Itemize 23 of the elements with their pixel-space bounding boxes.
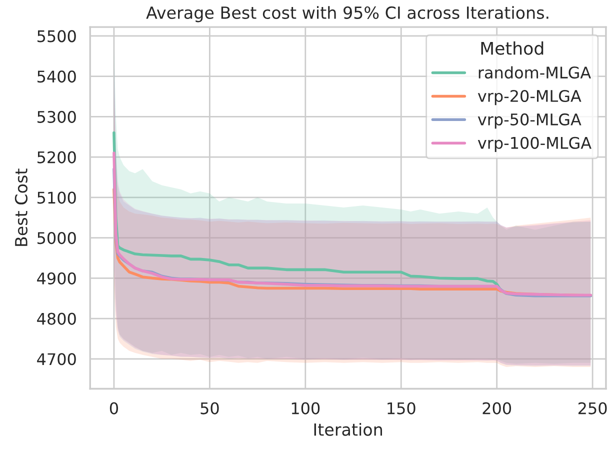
legend-title: Method	[481, 41, 544, 55]
x-tick-label: 50	[200, 402, 219, 414]
y-tick-label: 5000	[38, 232, 76, 244]
y-tick-label: 5400	[38, 70, 76, 83]
x-tick-label: 150	[388, 402, 416, 414]
y-axis-title: Best Cost	[14, 168, 28, 246]
y-tick-label: 5300	[38, 110, 76, 123]
y-tick-label: 4900	[37, 272, 76, 284]
x-tick-label: 100	[292, 402, 320, 414]
legend-label: vrp-20-MLGA	[478, 90, 582, 106]
y-tick-label: 4800	[37, 312, 76, 325]
legend-label: vrp-50-MLGA	[478, 113, 582, 129]
y-tick-label: 5200	[38, 151, 76, 164]
x-axis-title: Iteration	[314, 422, 382, 436]
legend-label: random-MLGA	[478, 66, 591, 79]
legend-label: vrp-100-MLGA	[478, 136, 592, 152]
y-tick-label: 5100	[38, 192, 76, 204]
x-tick-label: 200	[482, 402, 512, 414]
y-tick-label: 5500	[38, 30, 76, 42]
x-tick-label: 0	[110, 402, 118, 414]
y-tick-label: 4700	[37, 353, 76, 366]
x-tick-label: 250	[578, 402, 607, 414]
chart-title: Average Best cost with 95% CI across Iterations.	[146, 6, 548, 22]
